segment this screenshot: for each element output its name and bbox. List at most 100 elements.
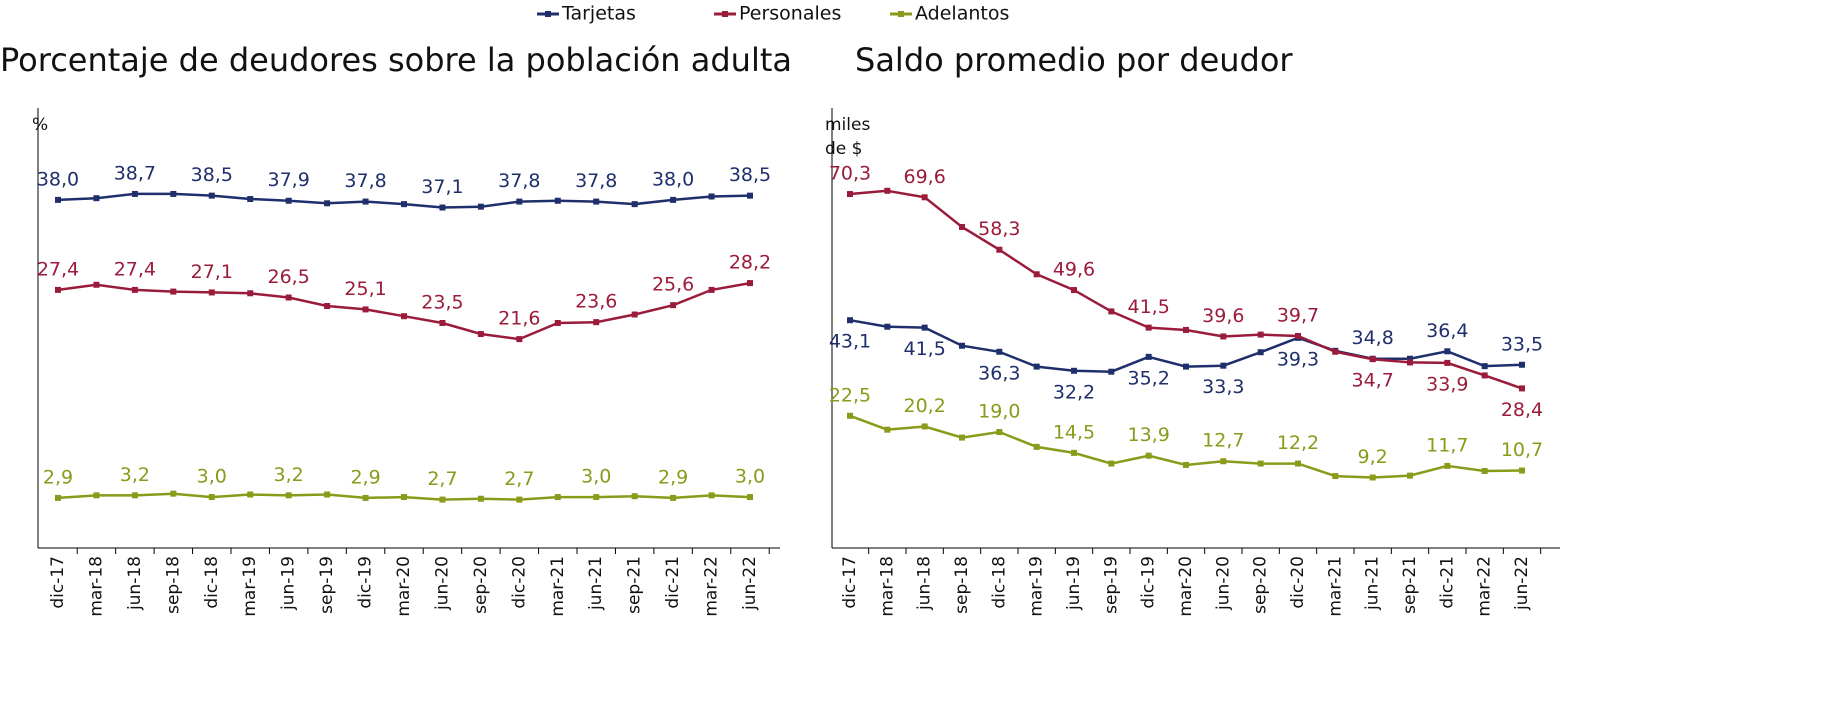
point-marker bbox=[996, 429, 1003, 436]
data-label: 21,6 bbox=[498, 308, 540, 330]
x-tick-label: mar-21 bbox=[548, 556, 568, 617]
x-tick-label: dic-17 bbox=[840, 556, 860, 609]
data-label: 37,8 bbox=[575, 170, 617, 192]
point-marker bbox=[439, 204, 446, 211]
x-tick-label: sep-21 bbox=[625, 556, 645, 614]
point-marker bbox=[1220, 458, 1227, 465]
point-marker bbox=[959, 223, 965, 230]
point-marker bbox=[1183, 326, 1189, 333]
data-label: 70,3 bbox=[829, 163, 871, 185]
point-marker bbox=[1071, 287, 1077, 294]
legend-label: Adelantos bbox=[915, 3, 1009, 25]
point-marker bbox=[884, 323, 891, 330]
point-marker bbox=[285, 197, 292, 204]
data-label: 9,2 bbox=[1358, 446, 1388, 468]
point-marker bbox=[170, 490, 177, 497]
x-tick-label: jun-21 bbox=[586, 556, 606, 611]
data-label: 11,7 bbox=[1426, 434, 1468, 456]
point-marker bbox=[847, 317, 853, 324]
point-marker bbox=[747, 192, 753, 199]
x-tick-label: dic-20 bbox=[1288, 556, 1308, 609]
data-label: 3,0 bbox=[197, 466, 227, 488]
point-marker bbox=[516, 336, 523, 343]
point-marker bbox=[1369, 474, 1376, 481]
data-label: 36,4 bbox=[1426, 320, 1468, 342]
legend-marker bbox=[898, 11, 904, 17]
point-marker bbox=[208, 289, 215, 296]
data-label: 25,1 bbox=[344, 278, 386, 300]
x-tick-label: dic-17 bbox=[48, 556, 68, 609]
data-label: 41,5 bbox=[904, 338, 946, 360]
data-label: 23,5 bbox=[421, 292, 463, 314]
point-marker bbox=[554, 494, 561, 501]
x-tick-label: dic-20 bbox=[509, 556, 529, 609]
point-marker bbox=[362, 306, 369, 313]
point-marker bbox=[921, 324, 928, 331]
series-line bbox=[849, 414, 1523, 479]
data-label: 23,6 bbox=[575, 291, 617, 313]
point-marker bbox=[170, 190, 177, 197]
point-marker bbox=[1519, 361, 1525, 368]
point-marker bbox=[55, 286, 61, 293]
data-label: 12,2 bbox=[1277, 432, 1319, 454]
point-marker bbox=[477, 331, 484, 338]
data-label: 2,7 bbox=[427, 468, 457, 490]
data-label: 32,2 bbox=[1053, 381, 1095, 403]
point-marker bbox=[208, 192, 215, 199]
point-marker bbox=[670, 494, 677, 501]
series-line bbox=[849, 189, 1523, 390]
point-marker bbox=[170, 288, 177, 295]
point-marker bbox=[593, 198, 600, 205]
point-marker bbox=[1220, 333, 1227, 340]
point-marker bbox=[1407, 355, 1413, 362]
x-tick-label: dic-18 bbox=[202, 556, 222, 609]
x-tick-label: jun-20 bbox=[1213, 556, 1233, 611]
data-label: 2,9 bbox=[658, 466, 688, 488]
data-label: 37,8 bbox=[498, 170, 540, 192]
point-marker bbox=[1481, 363, 1488, 370]
point-marker bbox=[247, 290, 254, 297]
data-label: 3,0 bbox=[735, 466, 765, 488]
x-tick-label: sep-19 bbox=[1101, 556, 1121, 614]
legend-item: Tarjetas bbox=[537, 3, 636, 25]
legend-item: Personales bbox=[714, 3, 841, 25]
x-tick-label: mar-19 bbox=[1027, 556, 1047, 617]
point-marker bbox=[439, 320, 446, 326]
data-label: 69,6 bbox=[904, 166, 946, 188]
x-tick-label: dic-19 bbox=[356, 556, 376, 609]
data-label: 28,2 bbox=[729, 252, 771, 274]
y-axis-label: miles bbox=[825, 115, 870, 135]
x-tick-label: jun-19 bbox=[279, 556, 299, 611]
point-marker bbox=[324, 200, 331, 207]
point-marker bbox=[516, 198, 523, 205]
point-marker bbox=[554, 320, 561, 326]
data-label: 43,1 bbox=[829, 331, 871, 353]
point-marker bbox=[55, 196, 61, 203]
point-marker bbox=[670, 302, 677, 309]
point-marker bbox=[708, 286, 715, 293]
point-marker bbox=[1145, 353, 1152, 360]
data-label: 49,6 bbox=[1053, 259, 1095, 281]
data-label: 22,5 bbox=[829, 384, 871, 406]
data-label: 39,3 bbox=[1277, 348, 1319, 370]
point-marker bbox=[247, 491, 254, 498]
x-tick-label: mar-22 bbox=[1475, 556, 1495, 617]
point-marker bbox=[1108, 308, 1115, 315]
point-marker bbox=[1295, 460, 1301, 467]
legend-marker bbox=[722, 11, 728, 17]
point-marker bbox=[1519, 385, 1525, 392]
data-label: 38,5 bbox=[191, 164, 233, 186]
x-tick-label: jun-18 bbox=[125, 556, 145, 611]
legend-marker bbox=[545, 11, 551, 17]
x-tick-label: jun-18 bbox=[915, 556, 935, 611]
point-marker bbox=[631, 493, 638, 500]
point-marker bbox=[131, 286, 138, 293]
point-marker bbox=[1407, 472, 1413, 479]
x-tick-label: jun-19 bbox=[1064, 556, 1084, 611]
point-marker bbox=[847, 191, 853, 198]
data-label: 41,5 bbox=[1128, 296, 1170, 318]
point-marker bbox=[1332, 348, 1339, 355]
data-label: 3,0 bbox=[581, 466, 611, 488]
point-marker bbox=[921, 423, 928, 430]
data-label: 19,0 bbox=[978, 401, 1020, 423]
